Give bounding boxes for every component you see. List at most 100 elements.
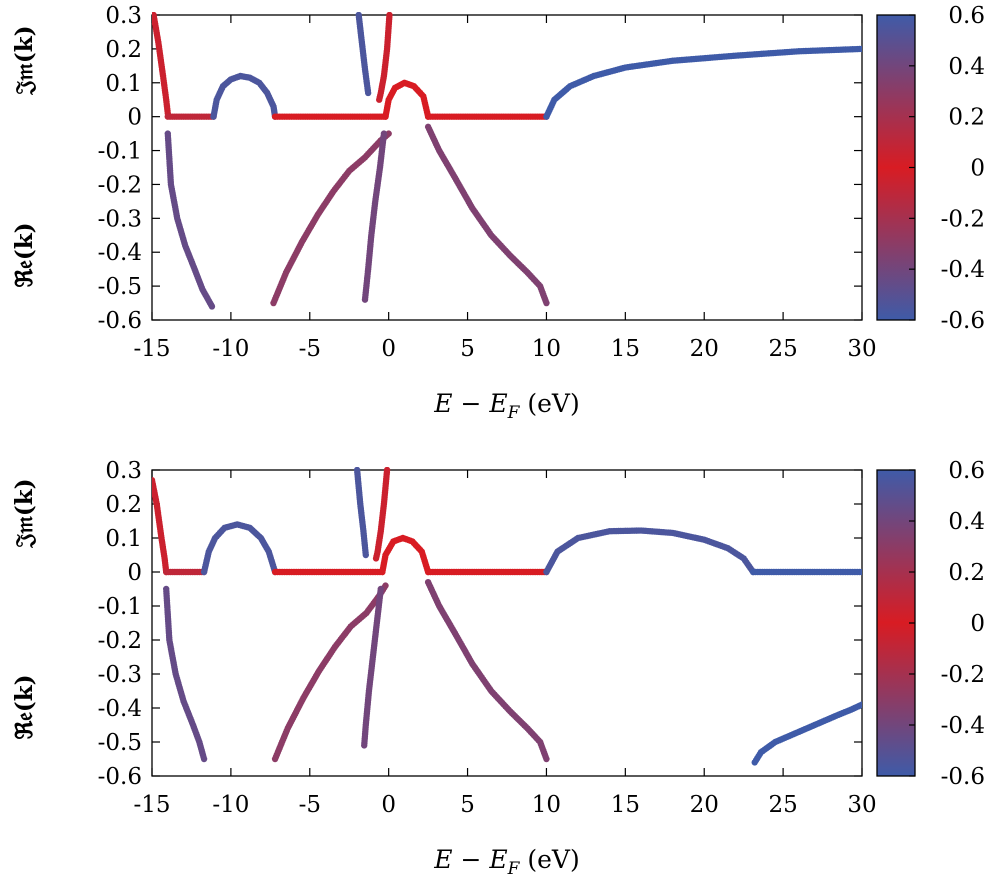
- x-tick-label: -15: [133, 336, 170, 362]
- data-series: [382, 79, 432, 120]
- data-series: [424, 113, 550, 120]
- x-tick-label: 0: [381, 336, 396, 362]
- data-series: [210, 72, 279, 120]
- x-tick-label: 30: [847, 792, 876, 818]
- colorbar-tick-label: -0.2: [941, 206, 985, 232]
- x-tick-label: -5: [299, 336, 321, 362]
- data-point: [361, 296, 369, 303]
- data-point: [543, 299, 550, 307]
- x-axis-title: E − EF (eV): [433, 389, 579, 423]
- data-point: [858, 568, 862, 576]
- colorbar: 0.6 0.4 0.2 0 -0.2 -0.4 -0.6: [876, 3, 985, 334]
- x-axis-title-minus: −: [453, 389, 490, 418]
- data-series: [751, 701, 862, 766]
- x-axis-title-subscript: F: [507, 859, 521, 875]
- x-axis-title-e: E: [433, 845, 452, 874]
- data-series-group: [152, 467, 862, 766]
- y-label-imaginary: 𝔍𝔪(k): [11, 25, 38, 95]
- y-tick-label: -0.2: [98, 628, 142, 654]
- data-series: [353, 467, 369, 559]
- data-series: [152, 12, 171, 117]
- colorbar-tick-label: 0: [970, 611, 985, 637]
- y-label-imaginary: 𝔍𝔪(k): [11, 478, 38, 548]
- y-label-real: ℜ𝔢(k): [11, 674, 38, 739]
- colorbar-tick-label: 0.4: [948, 54, 985, 80]
- x-axis-title-ef: E: [488, 845, 507, 874]
- x-tick-label: -15: [133, 792, 170, 818]
- x-axis-title-unit: (eV): [519, 845, 579, 874]
- colorbar-tick-label: 0.2: [948, 560, 985, 586]
- data-series: [361, 585, 384, 749]
- y-label-real: ℜ𝔢(k): [11, 222, 38, 287]
- colorbar-tick-label: 0.6: [948, 3, 985, 29]
- x-tick-label: 20: [690, 792, 719, 818]
- x-tick-label: 20: [690, 336, 719, 362]
- data-point: [362, 551, 369, 559]
- x-tick-label: 0: [381, 792, 396, 818]
- data-point: [372, 555, 380, 562]
- y-tick-label: 0.1: [105, 526, 142, 552]
- y-tick-label: -0.1: [98, 139, 142, 165]
- y-tick-label: 0: [127, 560, 142, 586]
- y-tick-label: -0.1: [98, 594, 142, 620]
- y-tick-label: 0.2: [105, 492, 142, 518]
- y-tick-label: 0.1: [105, 71, 142, 97]
- x-axis-title-unit: (eV): [519, 389, 579, 418]
- data-series: [200, 521, 279, 576]
- data-series: [163, 585, 208, 763]
- colorbar-tick-label: -0.4: [941, 257, 985, 283]
- y-tick-label: -0.3: [98, 662, 142, 688]
- data-point: [858, 701, 862, 708]
- data-series: [372, 467, 391, 562]
- y-tick-label: -0.2: [98, 172, 142, 198]
- x-tick-label: 10: [532, 792, 561, 818]
- data-series: [271, 568, 386, 576]
- data-series: [271, 113, 389, 120]
- x-tick-label: 25: [768, 792, 797, 818]
- data-point: [543, 755, 550, 763]
- top-panel: -15 -10 -5 0 5 10 15 20 25 30 -0.6 -0.5 -0.4 -0.3 -0.2…: [11, 3, 985, 423]
- y-tick-label: -0.5: [98, 274, 142, 300]
- colorbar-tick-label: -0.4: [941, 713, 985, 739]
- data-series: [163, 568, 208, 576]
- data-series: [164, 130, 216, 310]
- colorbar-tick-label: 0.4: [948, 509, 985, 535]
- data-series: [164, 113, 217, 120]
- data-point: [364, 89, 372, 97]
- x-axis-title-e: E: [433, 389, 452, 418]
- colorbar-tick-label: 0.6: [948, 458, 985, 484]
- data-series: [424, 123, 550, 307]
- y-tick-label: -0.6: [98, 308, 142, 334]
- data-series: [424, 568, 550, 576]
- x-tick-label: 15: [611, 792, 640, 818]
- data-series: [543, 45, 862, 120]
- data-series: [749, 568, 862, 576]
- y-tick-label: -0.5: [98, 730, 142, 756]
- x-tick-label: -10: [212, 336, 249, 362]
- data-point: [385, 130, 392, 137]
- x-tick-label: 5: [460, 336, 475, 362]
- y-tick-label: -0.4: [98, 696, 142, 722]
- y-tick-label: 0.2: [105, 37, 142, 63]
- x-axis-title-ef: E: [488, 389, 507, 418]
- plot-frame: [151, 469, 863, 777]
- x-tick-label: 25: [768, 336, 797, 362]
- colorbar-tick-label: -0.6: [941, 764, 985, 790]
- x-tick-label: -10: [212, 792, 249, 818]
- colorbar-tick-label: 0.2: [948, 105, 985, 131]
- x-axis-title-minus: −: [453, 845, 490, 874]
- plot-frame: [151, 14, 863, 321]
- data-series: [379, 534, 432, 576]
- data-series: [355, 12, 372, 97]
- colorbar-tick-label: -0.2: [941, 662, 985, 688]
- bottom-panel: -15 -10 -5 0 5 10 15 20 25 30 -0.6 -0.5 -0.4 -0.3 -0.2…: [11, 458, 985, 875]
- data-series: [424, 579, 550, 763]
- y-tick-label: 0.3: [105, 3, 142, 29]
- data-point: [376, 96, 383, 103]
- x-tick-label: 10: [532, 336, 561, 362]
- data-point: [200, 755, 208, 763]
- data-series: [543, 527, 757, 576]
- x-axis-title: E − EF (eV): [433, 845, 579, 875]
- x-tick-label: -5: [299, 792, 321, 818]
